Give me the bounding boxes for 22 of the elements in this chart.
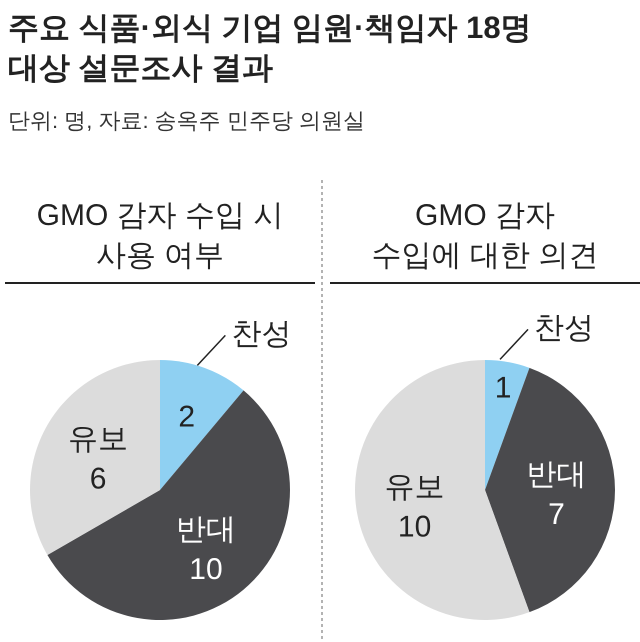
pie-slice	[485, 360, 530, 490]
slice-label: 반대	[176, 512, 236, 546]
data-label: 1	[494, 372, 512, 405]
data-label: 6	[90, 462, 106, 496]
data-label: 2	[178, 400, 196, 434]
slice-label: 반대	[526, 458, 586, 491]
pie-slice	[485, 368, 615, 612]
pie-slice	[355, 360, 530, 620]
slice-label: 유보	[384, 470, 445, 504]
text: 단위: 명, 자료: 송옥주 민주당 의원실	[8, 108, 365, 133]
chart-subtitle: GMO 감자 수입 시 사용 여부	[36, 199, 284, 272]
slice-label: 유보	[68, 422, 128, 456]
data-label: 10	[398, 510, 432, 544]
pie-slice	[30, 360, 160, 555]
pie-slice	[160, 360, 244, 490]
slice-label: 찬성	[534, 311, 594, 344]
data-label: 10	[189, 552, 223, 586]
chart-subtitle: GMO 감자 수입에 대한 의견	[372, 199, 598, 272]
slice-label: 찬성	[231, 317, 292, 350]
data-label: 7	[548, 498, 565, 531]
pie-slice	[47, 390, 290, 620]
chart-title: 주요 식품·외식 기업 임원·책임자 18명 대상 설문조사 결과	[8, 10, 532, 85]
